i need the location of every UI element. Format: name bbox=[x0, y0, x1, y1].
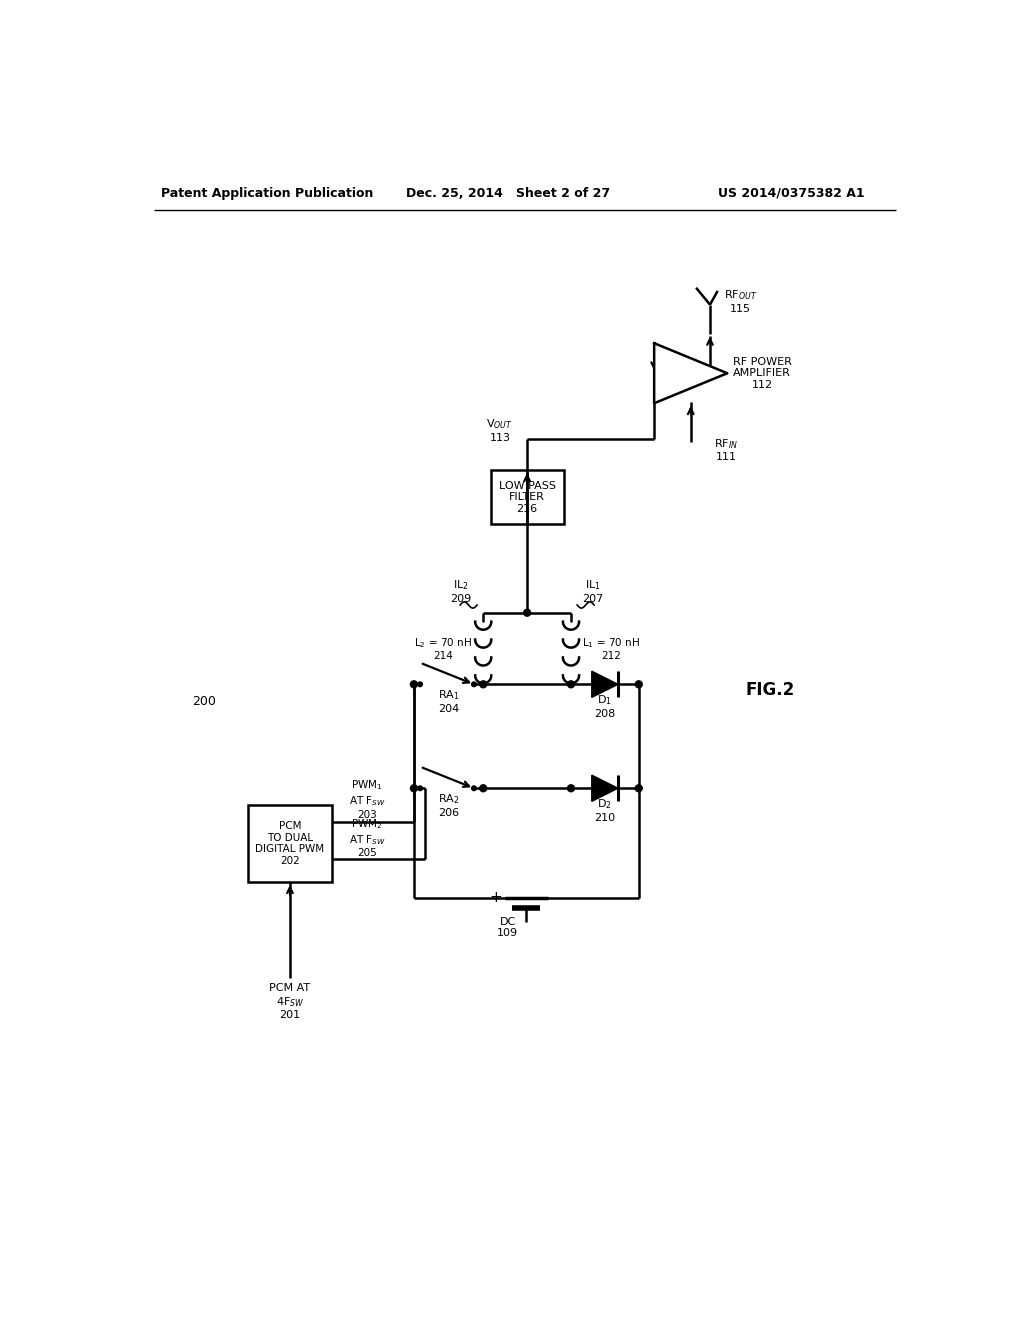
Text: Dec. 25, 2014   Sheet 2 of 27: Dec. 25, 2014 Sheet 2 of 27 bbox=[406, 186, 610, 199]
Text: RF$_{OUT}$
115: RF$_{OUT}$ 115 bbox=[724, 288, 757, 314]
Text: 200: 200 bbox=[191, 694, 216, 708]
Text: IL$_1$
207: IL$_1$ 207 bbox=[583, 578, 604, 603]
Text: FIG.2: FIG.2 bbox=[745, 681, 795, 698]
Text: DC
109: DC 109 bbox=[497, 917, 518, 939]
Circle shape bbox=[567, 785, 574, 792]
Text: L$_2$ = 70 nH
214: L$_2$ = 70 nH 214 bbox=[415, 636, 472, 661]
Text: RF POWER
AMPLIFIER
112: RF POWER AMPLIFIER 112 bbox=[732, 356, 792, 389]
Text: PWM$_2$
AT F$_{SW}$
205: PWM$_2$ AT F$_{SW}$ 205 bbox=[348, 817, 385, 858]
Text: V$_{OUT}$
113: V$_{OUT}$ 113 bbox=[486, 417, 513, 444]
Circle shape bbox=[411, 681, 418, 688]
Text: L$_1$ = 70 nH
212: L$_1$ = 70 nH 212 bbox=[582, 636, 640, 661]
Text: RF$_{IN}$
111: RF$_{IN}$ 111 bbox=[714, 437, 738, 462]
Bar bbox=[248, 805, 333, 882]
Text: D$_2$
210: D$_2$ 210 bbox=[594, 797, 615, 822]
Circle shape bbox=[418, 682, 422, 686]
Text: RA$_1$
204: RA$_1$ 204 bbox=[437, 689, 460, 714]
Text: D$_1$
208: D$_1$ 208 bbox=[594, 693, 615, 718]
Circle shape bbox=[418, 785, 422, 791]
Polygon shape bbox=[592, 671, 617, 697]
Text: IL$_2$
209: IL$_2$ 209 bbox=[451, 578, 472, 603]
Text: PCM
TO DUAL
DIGITAL PWM
202: PCM TO DUAL DIGITAL PWM 202 bbox=[255, 821, 325, 866]
Text: +: + bbox=[489, 890, 502, 906]
Circle shape bbox=[480, 681, 486, 688]
Polygon shape bbox=[592, 775, 617, 801]
Circle shape bbox=[635, 785, 642, 792]
Circle shape bbox=[472, 785, 476, 791]
Text: Patent Application Publication: Patent Application Publication bbox=[162, 186, 374, 199]
Circle shape bbox=[523, 610, 530, 616]
Circle shape bbox=[472, 682, 476, 686]
Polygon shape bbox=[654, 343, 727, 404]
Circle shape bbox=[635, 681, 642, 688]
Bar bbox=[490, 470, 563, 524]
Text: US 2014/0375382 A1: US 2014/0375382 A1 bbox=[718, 186, 864, 199]
Circle shape bbox=[480, 785, 486, 792]
Text: RA$_2$
206: RA$_2$ 206 bbox=[438, 792, 460, 818]
Circle shape bbox=[567, 681, 574, 688]
Circle shape bbox=[411, 785, 418, 792]
Text: LOW PASS
FILTER
216: LOW PASS FILTER 216 bbox=[499, 480, 556, 513]
Text: PCM AT
4F$_{SW}$
201: PCM AT 4F$_{SW}$ 201 bbox=[269, 983, 310, 1020]
Text: PWM$_1$
AT F$_{SW}$
203: PWM$_1$ AT F$_{SW}$ 203 bbox=[348, 779, 385, 820]
